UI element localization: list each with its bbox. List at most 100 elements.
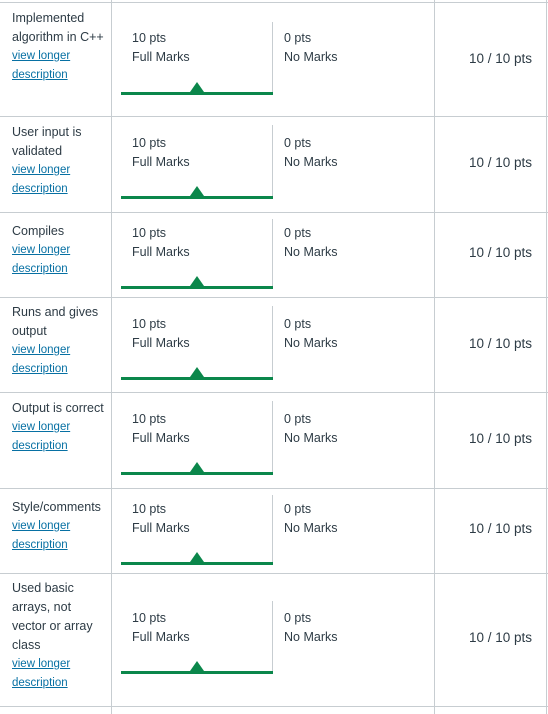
rating-full-marks[interactable]: 10 pts Full Marks (132, 29, 190, 67)
selected-rating-bar (121, 472, 273, 475)
rating-description: No Marks (284, 245, 338, 259)
rating-divider (272, 495, 273, 565)
rating-box (121, 22, 273, 95)
view-longer-description-link[interactable]: view longer description (12, 344, 71, 375)
selected-marker-icon (190, 367, 204, 377)
criterion-name: Runs and gives output (12, 305, 99, 338)
rating-full-marks[interactable]: 10 pts Full Marks (132, 224, 190, 262)
rating-description: No Marks (284, 630, 338, 644)
rating-points: 10 pts (132, 412, 167, 426)
rating-no-marks[interactable]: 0 pts No Marks (284, 315, 337, 353)
criterion-cell: Runs and gives output view longer descri… (12, 303, 108, 379)
rating-full-marks[interactable]: 10 pts Full Marks (132, 410, 190, 448)
rating-description: Full Marks (132, 50, 190, 64)
rating-box (121, 495, 273, 565)
rating-no-marks[interactable]: 0 pts No Marks (284, 500, 337, 538)
criterion-name: User input is validated (12, 125, 82, 158)
rating-full-marks[interactable]: 10 pts Full Marks (132, 500, 190, 538)
rating-description: Full Marks (132, 630, 190, 644)
rating-description: No Marks (284, 50, 338, 64)
view-longer-description-link[interactable]: view longer description (12, 421, 71, 452)
rating-divider (272, 601, 273, 674)
selected-marker-icon (190, 552, 204, 562)
rating-points: 0 pts (284, 226, 312, 240)
rating-description: No Marks (284, 336, 338, 350)
row-divider (0, 297, 548, 298)
selected-rating-bar (121, 377, 273, 380)
criterion-name: Compiles (12, 224, 65, 238)
criterion-cell: Implemented algorithm in C++ view longer… (12, 9, 108, 85)
view-longer-description-link[interactable]: view longer description (12, 164, 71, 195)
rating-points: 0 pts (284, 611, 312, 625)
rating-description: Full Marks (132, 521, 190, 535)
rating-description: Full Marks (132, 336, 190, 350)
rating-box (121, 306, 273, 379)
rating-points: 10 pts (132, 226, 167, 240)
criterion-score: 10 / 10 pts (468, 155, 532, 170)
selected-marker-icon (190, 82, 204, 92)
rating-description: Full Marks (132, 155, 190, 169)
rating-divider (272, 219, 273, 289)
criterion-name: Style/comments (12, 500, 101, 514)
selected-rating-bar (121, 196, 273, 199)
criterion-score: 10 / 10 pts (468, 431, 532, 446)
criterion-cell: User input is validated view longer desc… (12, 123, 108, 199)
rating-points: 0 pts (284, 502, 312, 516)
view-longer-description-link[interactable]: view longer description (12, 658, 71, 689)
rating-points: 10 pts (132, 611, 167, 625)
rating-no-marks[interactable]: 0 pts No Marks (284, 134, 337, 172)
rating-no-marks[interactable]: 0 pts No Marks (284, 609, 337, 647)
selected-rating-bar (121, 286, 273, 289)
rating-description: No Marks (284, 521, 338, 535)
rating-full-marks[interactable]: 10 pts Full Marks (132, 315, 190, 353)
rating-divider (272, 306, 273, 379)
rating-box (121, 125, 273, 198)
criterion-score: 10 / 10 pts (468, 51, 532, 66)
view-longer-description-link[interactable]: view longer description (12, 520, 71, 551)
row-divider (0, 212, 548, 213)
criterion-name: Used basic arrays, not vector or array c… (12, 581, 93, 652)
rating-points: 0 pts (284, 31, 312, 45)
selected-rating-bar (121, 562, 273, 565)
rating-points: 0 pts (284, 317, 312, 331)
selected-rating-bar (121, 671, 273, 674)
selected-marker-icon (190, 462, 204, 472)
view-longer-description-link[interactable]: view longer description (12, 50, 71, 81)
criterion-score: 10 / 10 pts (468, 630, 532, 645)
rating-points: 10 pts (132, 31, 167, 45)
row-divider (0, 392, 548, 393)
column-divider (111, 0, 112, 714)
rating-box (121, 601, 273, 674)
rating-full-marks[interactable]: 10 pts Full Marks (132, 609, 190, 647)
rating-divider (272, 22, 273, 95)
row-divider (0, 488, 548, 489)
rating-points: 10 pts (132, 502, 167, 516)
selected-rating-bar (121, 92, 273, 95)
rating-description: No Marks (284, 431, 338, 445)
criterion-cell: Style/comments view longer description (12, 498, 108, 555)
rating-points: 10 pts (132, 136, 167, 150)
selected-marker-icon (190, 661, 204, 671)
criterion-name: Output is correct (12, 401, 104, 415)
criterion-score: 10 / 10 pts (468, 521, 532, 536)
rating-no-marks[interactable]: 0 pts No Marks (284, 29, 337, 67)
rating-description: No Marks (284, 155, 338, 169)
rating-full-marks[interactable]: 10 pts Full Marks (132, 134, 190, 172)
row-divider (0, 573, 548, 574)
column-divider (546, 0, 547, 714)
criterion-score: 10 / 10 pts (468, 336, 532, 351)
rating-description: Full Marks (132, 431, 190, 445)
criterion-name: Implemented algorithm in C++ (12, 11, 104, 44)
rating-points: 0 pts (284, 136, 312, 150)
row-divider (0, 2, 548, 3)
rating-no-marks[interactable]: 0 pts No Marks (284, 224, 337, 262)
rating-no-marks[interactable]: 0 pts No Marks (284, 410, 337, 448)
rating-divider (272, 125, 273, 198)
row-divider (0, 706, 548, 707)
view-longer-description-link[interactable]: view longer description (12, 244, 71, 275)
rating-box (121, 401, 273, 474)
row-divider (0, 116, 548, 117)
rating-box (121, 219, 273, 289)
selected-marker-icon (190, 276, 204, 286)
